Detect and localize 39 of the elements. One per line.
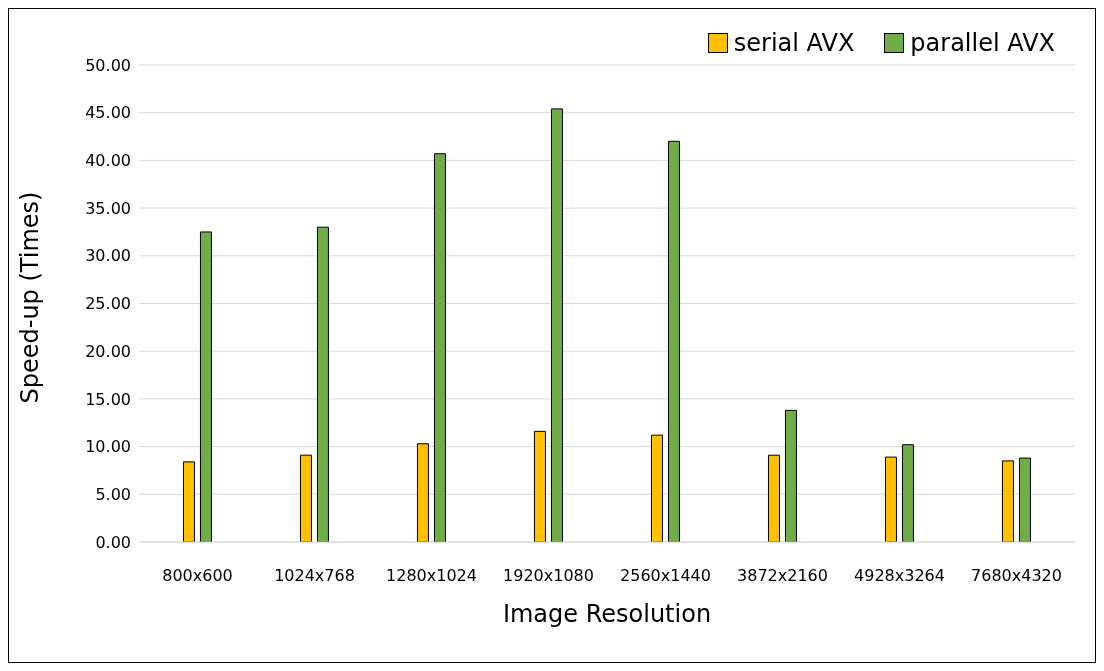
x-tick-label: 3872x2160 xyxy=(737,566,828,586)
y-tick-label: 25.00 xyxy=(85,294,131,314)
legend-label: serial AVX xyxy=(733,29,855,57)
y-tick-label: 10.00 xyxy=(85,437,131,457)
bar xyxy=(433,153,446,542)
x-tick-label: 7680x4320 xyxy=(971,566,1062,586)
y-tick-label: 20.00 xyxy=(85,341,131,361)
bar xyxy=(299,454,312,542)
bar xyxy=(650,434,663,542)
bar xyxy=(1001,460,1014,542)
bar xyxy=(884,456,897,542)
x-tick-label: 1024x768 xyxy=(274,566,355,586)
y-tick-label: 0.00 xyxy=(95,532,131,552)
y-axis-title: Speed-up (Times) xyxy=(15,191,44,404)
y-tick-label: 5.00 xyxy=(95,484,131,504)
y-tick-label: 30.00 xyxy=(85,246,131,266)
y-tick-label: 15.00 xyxy=(85,389,131,409)
bar xyxy=(182,461,195,542)
bar xyxy=(550,108,563,542)
x-tick-label: 1920x1080 xyxy=(503,566,594,586)
bar xyxy=(533,430,546,542)
bar xyxy=(199,231,212,542)
x-axis-title: Image Resolution xyxy=(502,600,712,628)
bar xyxy=(1018,457,1031,542)
x-tick-label: 1280x1024 xyxy=(386,566,477,586)
bar xyxy=(416,443,429,542)
x-tick-label: 2560x1440 xyxy=(620,566,711,586)
bar xyxy=(784,409,797,542)
x-tick-label: 800x600 xyxy=(162,566,233,586)
y-tick-label: 35.00 xyxy=(85,198,131,218)
bar xyxy=(667,140,680,542)
y-tick-label: 40.00 xyxy=(85,151,131,171)
y-tick-label: 50.00 xyxy=(85,55,131,75)
bar xyxy=(901,444,914,542)
bar xyxy=(767,454,780,542)
legend-label: parallel AVX xyxy=(910,29,1055,57)
y-tick-label: 45.00 xyxy=(85,103,131,123)
bar xyxy=(316,226,329,542)
x-tick-label: 4928x3264 xyxy=(854,566,945,586)
